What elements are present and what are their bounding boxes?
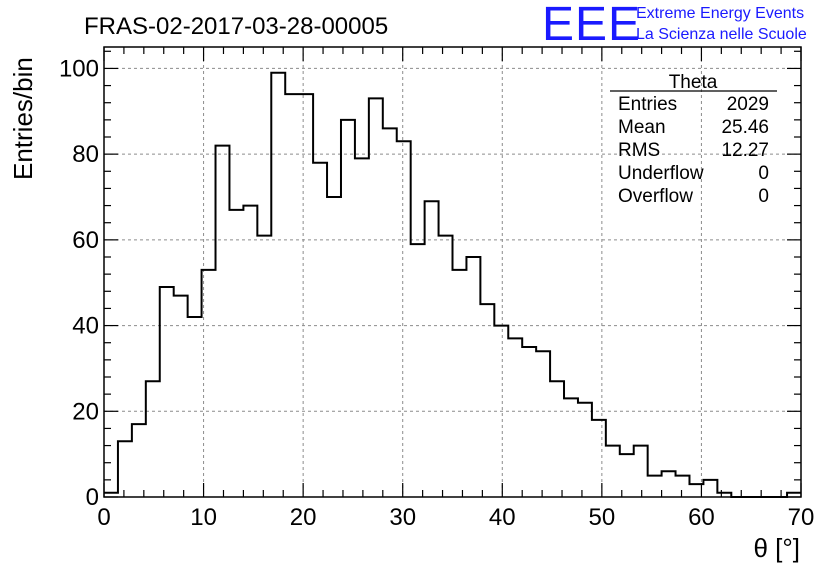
histogram-bin [257, 236, 271, 497]
histogram-bin [327, 197, 341, 497]
stats-value: 0 [758, 163, 769, 184]
histogram-bin [383, 128, 397, 497]
x-tick-label: 10 [190, 504, 217, 531]
histogram-bin [564, 398, 578, 497]
histogram-bin [369, 98, 383, 497]
histogram-bin [508, 338, 522, 497]
histogram-bin [243, 206, 257, 497]
y-axis-title: Entries/bin [8, 57, 38, 180]
histogram-bin [578, 403, 592, 497]
histogram-bin [662, 471, 676, 497]
stats-label: Mean [618, 117, 666, 138]
x-tick-labels: 0 10 20 30 40 50 60 70 [97, 504, 814, 531]
plot-frame [103, 46, 802, 498]
histogram-line [104, 71, 801, 498]
stats-label: Entries [618, 94, 677, 115]
chart-title: FRAS-02-2017-03-28-00005 [84, 13, 388, 40]
histogram-bin [355, 158, 369, 497]
x-tick-label: 20 [290, 504, 317, 531]
histogram-bin [299, 94, 313, 497]
histogram-bin [229, 210, 243, 497]
y-tick-label: 60 [72, 227, 99, 254]
histogram-bin [453, 270, 467, 497]
histogram-bin [341, 120, 355, 497]
histogram-bin [634, 446, 648, 497]
logo-line-1: Extreme Energy Events [636, 5, 804, 22]
x-tick-label: 50 [589, 504, 616, 531]
x-tick-label: 40 [489, 504, 516, 531]
histogram-bin [522, 347, 536, 497]
stats-value: 12.27 [721, 140, 769, 161]
y-tick-label: 100 [59, 55, 99, 82]
histogram-bin [425, 201, 439, 497]
stats-label: RMS [618, 140, 660, 161]
histogram-bin [285, 94, 299, 497]
stats-value: 0 [758, 186, 769, 207]
stats-rows: Entries 2029 Mean 25.46 RMS 12.27 Underflow 0 Ov… [618, 94, 769, 207]
y-tick-label: 20 [72, 398, 99, 425]
histogram-bin [313, 163, 327, 497]
stats-box: Theta Entries 2029 Mean 25.46 RMS 12.27 Underf… [610, 72, 777, 207]
x-tick-label: 60 [688, 504, 715, 531]
histogram-bin [271, 73, 285, 497]
plot-frame-rect [103, 46, 802, 498]
stats-label: Overflow [618, 186, 693, 207]
histogram-bin [174, 296, 188, 497]
stats-value: 25.46 [721, 117, 769, 138]
histogram-bin [550, 381, 564, 497]
histogram-bin [480, 304, 494, 497]
y-tick-label: 40 [72, 313, 99, 340]
histogram-bin [118, 441, 132, 497]
y-tick-label: 0 [86, 484, 99, 511]
histogram-bin [202, 270, 216, 497]
x-tick-label: 30 [389, 504, 416, 531]
x-tick-label: 70 [788, 504, 815, 531]
histogram-bin [160, 287, 174, 497]
x-axis-title: θ [°] [753, 533, 800, 563]
histogram-bin [397, 141, 411, 497]
grid-lines [104, 47, 801, 497]
histogram-bin [648, 476, 662, 497]
stats-box-title: Theta [669, 72, 718, 93]
histogram-series [104, 71, 801, 498]
histogram-bin [466, 257, 480, 497]
histogram-bin [606, 446, 620, 497]
histogram-bin [703, 480, 717, 497]
y-tick-label: 80 [72, 141, 99, 168]
histogram-bin [494, 326, 508, 497]
histogram-bin [676, 476, 690, 497]
logo-mark: EEE [542, 0, 641, 51]
stats-value: 2029 [727, 94, 769, 115]
logo-line-2: La Scienza nelle Scuole [636, 26, 807, 43]
histogram-bin [411, 244, 425, 497]
histogram-bin [146, 381, 160, 497]
histogram-bin [216, 146, 230, 497]
histogram-bin [188, 317, 202, 497]
histogram-bin [132, 424, 146, 497]
histogram-bin [592, 420, 606, 497]
x-tick-label: 0 [97, 504, 110, 531]
histogram-bin [536, 351, 550, 497]
y-tick-labels: 0 20 40 60 80 100 [59, 55, 99, 511]
histogram-bin [439, 236, 453, 497]
stats-label: Underflow [618, 163, 704, 184]
